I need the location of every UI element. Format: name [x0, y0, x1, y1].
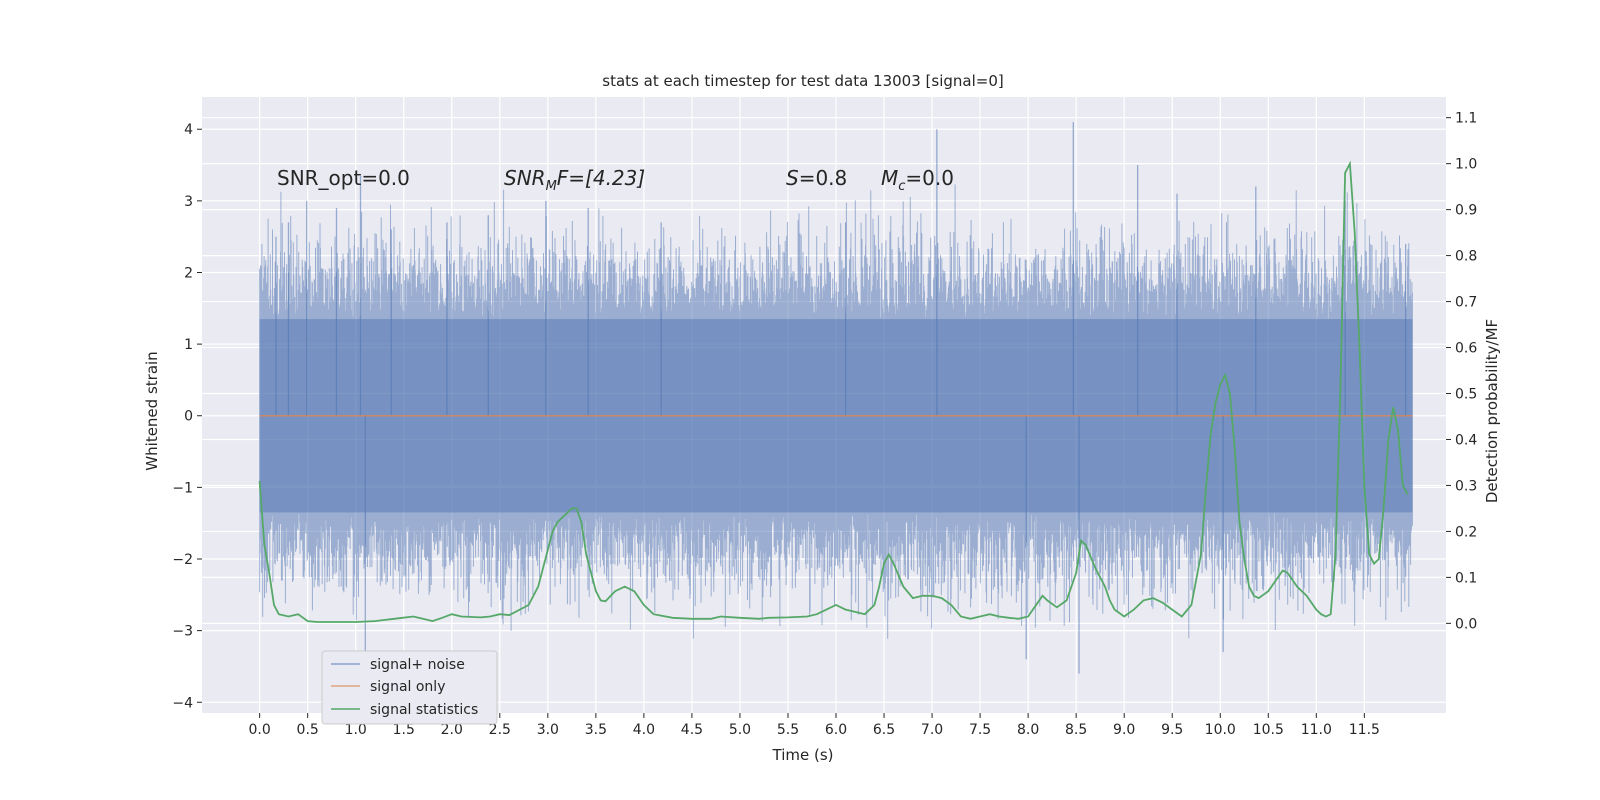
chart-title: stats at each timestep for test data 130… [602, 72, 1003, 90]
y-left-tick-label: −1 [172, 480, 193, 496]
y-left-tick-label: −3 [172, 624, 193, 640]
y-right-tick-label: 0.1 [1455, 570, 1477, 586]
y-right-tick-label: 1.0 [1455, 157, 1477, 173]
x-tick-label: 7.5 [969, 722, 991, 738]
annotation-s-italic: S [786, 166, 799, 190]
x-axis-label: Time (s) [772, 746, 834, 764]
annotation-mc-sub: c [898, 179, 905, 194]
legend-label-signal-statistics: signal statistics [370, 702, 478, 718]
y-right-tick-label: 0.9 [1455, 203, 1477, 219]
x-tick-label: 1.0 [345, 722, 367, 738]
noise-trace [259, 184, 1413, 639]
x-tick-label: 5.0 [729, 722, 751, 738]
annotation-snr-mf-prefix: SNR [504, 166, 546, 190]
annotation-mc-value: =0.0 [905, 166, 954, 190]
x-tick-label: 2.0 [441, 722, 463, 738]
annotation-snr-mf: SNRMF=[4.23] [504, 166, 645, 194]
y-right-tick-label: 0.8 [1455, 249, 1477, 265]
x-tick-label: 10.0 [1205, 722, 1236, 738]
y-left-tick-label: 1 [184, 337, 193, 353]
x-tick-label: 7.0 [921, 722, 943, 738]
annotation-s: S=0.8 [786, 166, 847, 190]
y-right-tick-label: 0.3 [1455, 478, 1477, 494]
y-left-tick-label: 4 [184, 122, 193, 138]
x-tick-label: 6.0 [825, 722, 847, 738]
x-tick-label: 9.5 [1161, 722, 1183, 738]
y-left-tick-label: 0 [184, 409, 193, 425]
x-tick-label: 4.0 [633, 722, 655, 738]
annotation-snr-opt: SNR_opt=0.0 [277, 166, 410, 190]
legend: signal+ noise signal only signal statist… [321, 650, 498, 725]
x-tick-label: 1.5 [393, 722, 415, 738]
x-tick-label: 5.5 [777, 722, 799, 738]
x-tick-label: 8.5 [1065, 722, 1087, 738]
signal-statistics-series [258, 160, 1409, 623]
x-tick-label: 11.5 [1349, 722, 1380, 738]
legend-label-signal-noise: signal+ noise [370, 657, 465, 673]
annotation-snr-mf-sub: M [546, 179, 557, 194]
y-left-axis-label: Whitened strain [143, 351, 161, 470]
annotation-mc: Mc=0.0 [881, 166, 954, 194]
x-tick-label: 0.0 [249, 722, 271, 738]
legend-label-signal-only: signal only [370, 679, 445, 695]
y-right-tick-label: 0.2 [1455, 524, 1477, 540]
y-right-tick-label: 0.7 [1455, 295, 1477, 311]
x-tick-label: 4.5 [681, 722, 703, 738]
x-tick-label: 9.0 [1113, 722, 1135, 738]
y-right-tick-label: 1.1 [1455, 111, 1477, 127]
annotation-s-value: =0.8 [799, 166, 848, 190]
x-tick-label: 10.5 [1253, 722, 1284, 738]
x-tick-label: 3.0 [537, 722, 559, 738]
y-left-tick-label: −4 [172, 695, 193, 711]
y-left-tick-label: 2 [184, 265, 193, 281]
x-tick-label: 2.5 [489, 722, 511, 738]
y-right-tick-label: 0.5 [1455, 387, 1477, 403]
annotation-snr-mf-rest: F=[4.23] [557, 166, 645, 190]
y-left-tick-label: −2 [172, 552, 193, 568]
annotation-mc-italic: M [881, 166, 898, 190]
x-tick-label: 3.5 [585, 722, 607, 738]
y-left-axis-ticks: −4 −3 −2 −1 0 1 2 3 4 [172, 122, 202, 711]
x-tick-label: 11.0 [1301, 722, 1332, 738]
legend-frame [321, 650, 498, 725]
y-right-tick-label: 0.6 [1455, 341, 1477, 357]
y-right-axis-ticks: 0.0 0.1 0.2 0.3 0.4 0.5 0.6 0.7 0.8 0.9 1.0 1.1 [1446, 111, 1477, 632]
y-left-tick-label: 3 [184, 194, 193, 210]
x-tick-label: 8.0 [1017, 722, 1039, 738]
x-axis-ticks: 0.0 0.5 1.0 1.5 2.0 2.5 3.0 3.5 4.0 4.5 5.0 5.5 6.0 6… [249, 713, 1380, 738]
x-tick-label: 0.5 [297, 722, 319, 738]
y-right-tick-label: 0.0 [1455, 616, 1477, 632]
y-right-tick-label: 0.4 [1455, 432, 1477, 448]
y-right-axis-label: Detection probability/MF [1483, 319, 1501, 503]
x-tick-label: 6.5 [873, 722, 895, 738]
